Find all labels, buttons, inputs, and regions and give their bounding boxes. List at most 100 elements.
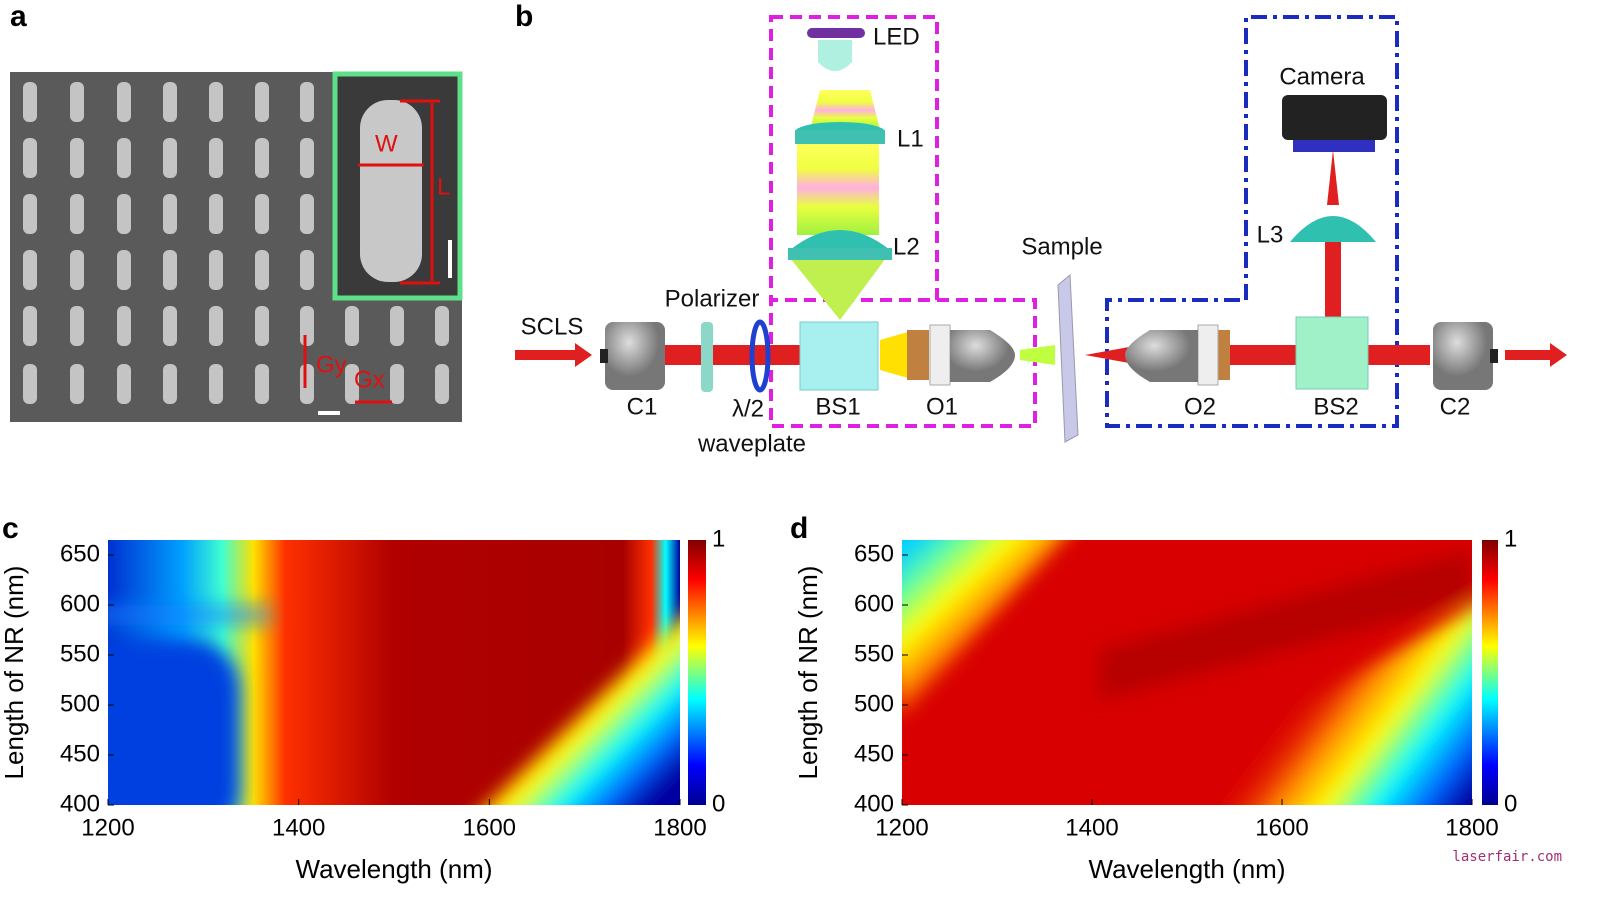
nanorod — [117, 82, 131, 122]
label: Gx — [354, 366, 385, 393]
nanorod — [117, 138, 131, 178]
component-label: O1 — [926, 393, 958, 420]
nanorod — [255, 364, 269, 404]
y-tick-label: 600 — [60, 590, 100, 617]
colorbar — [1482, 540, 1498, 805]
nanorod — [23, 138, 37, 178]
component-label: Camera — [1279, 63, 1365, 90]
component-label: Sample — [1021, 233, 1102, 260]
nanorod — [390, 364, 404, 404]
nanorod — [255, 250, 269, 290]
nanorod — [70, 306, 84, 346]
component-label: C2 — [1440, 393, 1471, 420]
nanorod — [163, 306, 177, 346]
inset-rod — [360, 100, 422, 282]
nanorod — [117, 364, 131, 404]
heatmap — [902, 540, 1472, 805]
component-label: Polarizer — [665, 285, 760, 312]
annotations — [303, 99, 440, 404]
nanorod — [255, 194, 269, 234]
nanorod — [300, 194, 314, 234]
nanorod — [255, 82, 269, 122]
nanorod — [163, 82, 177, 122]
nanorod — [117, 194, 131, 234]
x-tick-label: 1200 — [81, 814, 134, 841]
y-axis-label: Length of NR (nm) — [793, 566, 823, 780]
setup — [515, 15, 1567, 443]
y-tick-label: 500 — [854, 690, 894, 717]
y-tick-label: 450 — [854, 740, 894, 767]
y-tick-label: 550 — [854, 640, 894, 667]
x-tick-label: 1600 — [1255, 814, 1308, 841]
nanorod — [117, 250, 131, 290]
panel-label: a — [10, 0, 27, 33]
panel-label: b — [515, 0, 533, 33]
y-tick-label: 600 — [854, 590, 894, 617]
colorbar — [688, 540, 706, 805]
nanorod — [390, 306, 404, 346]
y-axis-label: Length of NR (nm) — [0, 566, 29, 780]
nanorod — [300, 138, 314, 178]
nanorod — [70, 364, 84, 404]
nanorod — [209, 82, 223, 122]
nanorod — [345, 306, 359, 346]
nanorod — [70, 82, 84, 122]
nanorod — [209, 250, 223, 290]
x-tick-label: 1800 — [653, 814, 706, 841]
nanorod — [255, 306, 269, 346]
heatmap — [108, 540, 680, 805]
colorbar-tick-label: 1 — [1504, 525, 1517, 552]
nanorod — [209, 194, 223, 234]
nanorod — [435, 306, 449, 346]
y-tick-label: 400 — [60, 790, 100, 817]
component-label: L3 — [1257, 221, 1284, 248]
component-label: L1 — [897, 125, 924, 152]
nanorod — [300, 364, 314, 404]
y-tick-label: 550 — [60, 640, 100, 667]
y-tick-label: 650 — [854, 540, 894, 567]
nanorod — [209, 138, 223, 178]
colorbar-tick-label: 0 — [712, 790, 725, 817]
nanorod — [163, 138, 177, 178]
label: Gy — [316, 351, 347, 378]
y-tick-label: 400 — [854, 790, 894, 817]
nanorod — [70, 194, 84, 234]
x-axis-label: Wavelength (nm) — [296, 854, 493, 884]
watermark: laserfair.com — [1452, 849, 1562, 865]
nanorod — [345, 364, 359, 404]
component-label: C1 — [627, 393, 658, 420]
nanorod — [117, 306, 131, 346]
nanorod — [163, 194, 177, 234]
nanorod — [209, 364, 223, 404]
component-label: O2 — [1184, 393, 1216, 420]
nanorod — [70, 250, 84, 290]
nanorod — [300, 306, 314, 346]
label: W — [375, 130, 398, 157]
nanorod — [70, 138, 84, 178]
nanorod — [209, 306, 223, 346]
nanorod — [23, 82, 37, 122]
component-label: L2 — [893, 233, 920, 260]
y-tick-label: 650 — [60, 540, 100, 567]
panel-label: c — [2, 512, 19, 545]
x-tick-label: 1800 — [1445, 814, 1498, 841]
nanorod — [163, 364, 177, 404]
nanorod — [23, 194, 37, 234]
x-axis-label: Wavelength (nm) — [1089, 854, 1286, 884]
nanorod — [23, 250, 37, 290]
nanorod — [255, 138, 269, 178]
component-label: waveplate — [697, 430, 806, 457]
nanorods — [23, 82, 449, 404]
nanorod — [300, 82, 314, 122]
component-label: LED — [873, 23, 920, 50]
label: L — [437, 173, 450, 200]
x-tick-label: 1200 — [875, 814, 928, 841]
y-tick-label: 500 — [60, 690, 100, 717]
component-label: SCLS — [521, 313, 584, 340]
component-label: BS1 — [815, 393, 860, 420]
component-label: λ/2 — [732, 395, 764, 422]
panel-label: d — [790, 512, 808, 545]
y-tick-label: 450 — [60, 740, 100, 767]
x-tick-label: 1400 — [1065, 814, 1118, 841]
